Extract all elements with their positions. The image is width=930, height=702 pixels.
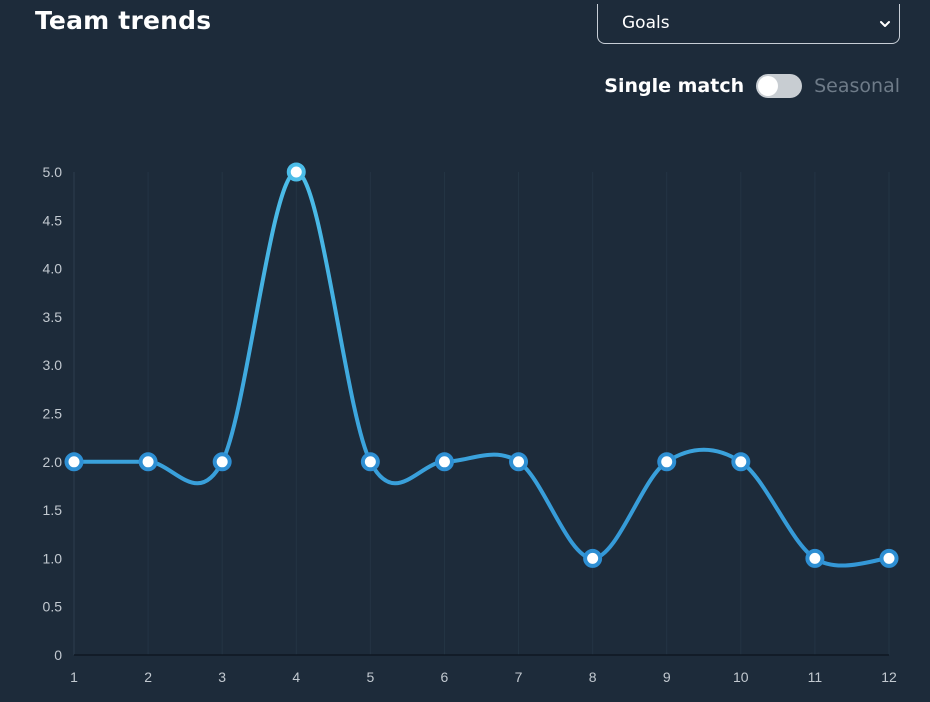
x-tick-label: 6: [441, 669, 449, 685]
y-tick-label: 0.5: [43, 599, 63, 615]
data-point-3[interactable]: [212, 452, 232, 472]
data-point-4[interactable]: [286, 162, 306, 182]
series-line: [72, 170, 891, 568]
toggle-knob: [758, 76, 779, 96]
data-point-8[interactable]: [583, 548, 603, 568]
x-tick-label: 8: [589, 669, 597, 685]
x-tick-label: 1: [70, 669, 78, 685]
data-point-1[interactable]: [64, 452, 84, 472]
data-point-12[interactable]: [879, 548, 899, 568]
x-tick-label: 2: [144, 669, 152, 685]
y-tick-label: 3.0: [43, 357, 63, 373]
y-tick-label: 0: [54, 647, 62, 663]
y-tick-label: 4.5: [43, 212, 63, 228]
data-point-9[interactable]: [657, 452, 677, 472]
y-tick-label: 2.0: [43, 454, 63, 470]
data-point-10[interactable]: [731, 452, 751, 472]
y-tick-label: 1.0: [43, 550, 63, 566]
y-tick-label: 1.5: [43, 502, 63, 518]
metric-select-value: Goals: [622, 13, 670, 33]
page-title: Team trends: [35, 6, 212, 35]
data-point-11[interactable]: [805, 548, 825, 568]
x-tick-label: 4: [292, 669, 300, 685]
data-point-5[interactable]: [360, 452, 380, 472]
y-tick-label: 2.5: [43, 406, 63, 422]
seasonal-label[interactable]: Seasonal: [814, 75, 900, 97]
single-match-label[interactable]: Single match: [604, 75, 745, 97]
y-tick-label: 4.0: [43, 261, 63, 277]
mode-toggle-row: Single match Seasonal: [604, 72, 900, 100]
data-point-6[interactable]: [434, 452, 454, 472]
trend-line-chart: 00.51.01.52.02.53.03.54.04.55.01 2 3 4 5 6 7 8 9…: [43, 162, 899, 685]
chevron-down-icon: [880, 21, 890, 27]
x-tick-label: 11: [808, 669, 823, 685]
y-tick-label: 3.5: [43, 309, 63, 325]
data-point-7[interactable]: [509, 452, 529, 472]
y-tick-label: 5.0: [43, 164, 63, 180]
x-tick-label: 9: [663, 669, 671, 685]
data-point-2[interactable]: [138, 452, 158, 472]
x-tick-label: 12: [881, 669, 897, 685]
metric-select[interactable]: Goals: [597, 4, 900, 44]
x-tick-label: 5: [366, 669, 374, 685]
x-tick-label: 3: [218, 669, 226, 685]
x-tick-label: 10: [733, 669, 749, 685]
mode-toggle-switch[interactable]: [756, 74, 803, 98]
x-tick-label: 7: [515, 669, 523, 685]
